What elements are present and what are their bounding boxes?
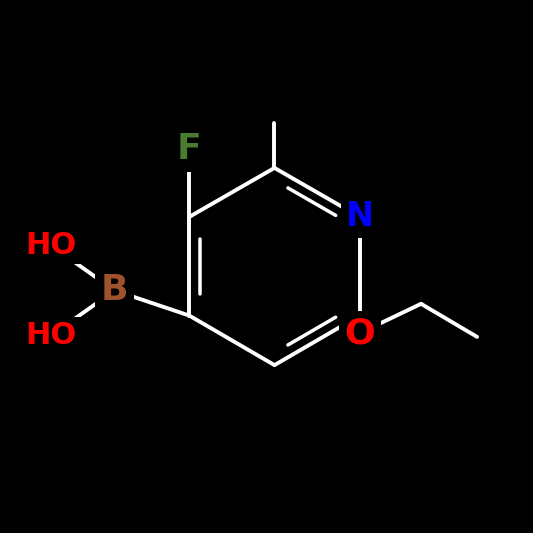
Text: N: N (346, 200, 374, 233)
Text: O: O (344, 316, 375, 350)
Text: HO: HO (25, 321, 76, 350)
Text: F: F (177, 132, 201, 166)
Text: HO: HO (25, 231, 76, 260)
Text: B: B (101, 273, 128, 308)
